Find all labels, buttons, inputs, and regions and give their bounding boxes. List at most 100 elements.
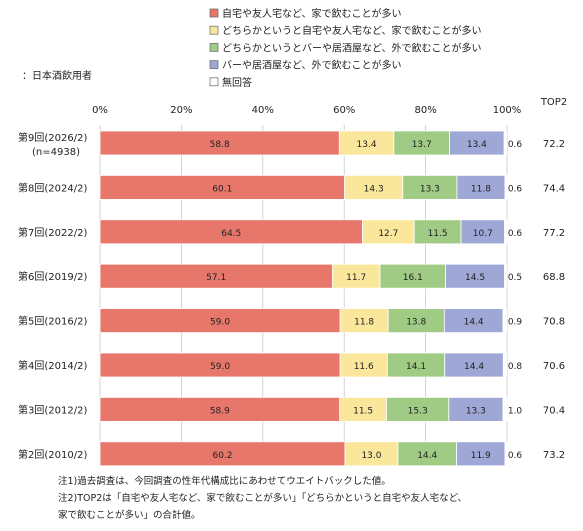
x-tick-label: 80% — [414, 105, 436, 116]
top2-value: 68.8 — [543, 272, 565, 283]
bar-segment — [448, 396, 504, 422]
category-label: 第4回(2014/2) — [18, 359, 87, 372]
category-sublabel: (n=4938) — [32, 147, 80, 158]
data-label: 11.9 — [471, 451, 491, 461]
bar-segment — [362, 219, 415, 245]
x-tick-label: 60% — [333, 105, 355, 116]
bar-segment — [502, 396, 508, 422]
data-label: 11.8 — [354, 318, 374, 328]
bar-segment — [445, 263, 505, 289]
category-label: 第9回(2026/2) — [18, 131, 87, 144]
x-tick-label: 40% — [252, 105, 274, 116]
data-label: 58.8 — [210, 140, 230, 150]
data-label: 11.5 — [353, 406, 373, 416]
category-label: 第6回(2019/2) — [18, 270, 87, 283]
data-label: 60.2 — [212, 451, 232, 461]
data-label: 64.5 — [221, 229, 241, 239]
bar-segment — [449, 130, 505, 156]
top2-value: 72.2 — [543, 139, 565, 150]
bar-segment — [344, 174, 404, 200]
bar-segment — [99, 174, 346, 200]
legend-label: どちらかというとバーや居酒屋など、外で飲むことが多い — [222, 41, 482, 54]
bar-segment — [331, 263, 381, 289]
data-label: 10.7 — [473, 229, 493, 239]
data-label: 15.3 — [408, 406, 428, 416]
legend-label: 無回答 — [222, 76, 252, 89]
category-label: 第7回(2022/2) — [18, 226, 87, 239]
bar-segment — [339, 352, 388, 378]
data-label: 0.6 — [508, 451, 523, 461]
top2-value: 70.8 — [543, 317, 565, 328]
bar-segment — [386, 396, 450, 422]
bar-segment — [397, 441, 457, 467]
category-label: 第3回(2012/2) — [18, 403, 87, 416]
legend-swatch — [209, 60, 219, 69]
legend-label: 自宅や友人宅など、家で飲むことが多い — [222, 7, 402, 20]
category-label: 第5回(2016/2) — [18, 315, 87, 328]
data-label: 58.9 — [210, 406, 230, 416]
data-label: 59.0 — [210, 318, 230, 328]
bar-segment — [456, 174, 506, 200]
bar-segment — [99, 352, 341, 378]
x-tick-label: 100% — [493, 105, 522, 116]
note-2: 注2)TOP2は「自宅や友人宅など、家で飲むことが多い」「どちらかというと自宅や… — [58, 493, 468, 504]
data-label: 0.5 — [508, 273, 522, 283]
bar-segment — [504, 219, 508, 245]
bar-segment — [456, 441, 506, 467]
legend-swatch — [209, 25, 219, 35]
data-label: 14.1 — [406, 362, 426, 372]
x-tick-label: 0% — [92, 105, 108, 116]
data-label: 0.8 — [508, 362, 523, 372]
legend-swatch — [209, 77, 219, 87]
data-label: 13.0 — [361, 451, 381, 461]
bar-segment — [504, 441, 508, 467]
top2-value: 73.2 — [543, 450, 565, 461]
note-3: 家で飲むことが多い」の合計値。 — [58, 510, 201, 521]
data-label: 59.0 — [210, 362, 230, 372]
bar-segment — [504, 174, 508, 200]
data-label: 0.9 — [508, 318, 523, 328]
data-label: 13.7 — [412, 140, 432, 150]
data-label: 14.4 — [464, 318, 484, 328]
bar-segment — [99, 130, 340, 156]
data-label: 14.5 — [465, 273, 485, 283]
bar-segment — [502, 308, 507, 334]
stacked-bar-chart: ：日本酒飲用者 自宅や友人宅など、家で飲むことが多いどちらかというと自宅や友人宅な… — [18, 7, 567, 467]
data-label: 11.8 — [471, 184, 491, 194]
bar-segment — [386, 352, 446, 378]
data-label: 14.3 — [364, 184, 384, 194]
data-label: 13.3 — [466, 406, 486, 416]
bar-segment — [99, 308, 341, 334]
data-label: 13.4 — [467, 140, 487, 150]
data-label: 11.6 — [354, 362, 374, 372]
data-label: 0.6 — [508, 140, 523, 150]
top2-header: TOP2 — [540, 97, 567, 108]
data-label: 60.1 — [212, 184, 232, 194]
bar-segment — [99, 396, 341, 422]
bar-segment — [460, 219, 505, 245]
x-tick-label: 20% — [170, 105, 192, 116]
bar-segment — [387, 308, 445, 334]
data-label: 12.7 — [378, 229, 398, 239]
data-label: 14.4 — [417, 451, 437, 461]
bar-segment — [402, 174, 458, 200]
data-label: 1.0 — [508, 406, 523, 416]
bar-segment — [503, 130, 507, 156]
bar-segment — [504, 263, 507, 289]
subset-label: ：日本酒飲用者 — [22, 69, 92, 82]
data-label: 13.3 — [420, 184, 440, 194]
top2-value: 70.4 — [543, 405, 565, 416]
data-label: 0.6 — [508, 229, 523, 239]
note-1: 注1)過去調査は、今回調査の性年代構成比にあわせてウエイトバックした値。 — [58, 476, 391, 487]
top2-value: 77.2 — [543, 228, 565, 239]
category-label: 第2回(2010/2) — [18, 448, 87, 461]
legend-swatch — [209, 43, 219, 52]
top2-value: 70.6 — [543, 361, 565, 372]
legend-label: どちらかというと自宅や友人宅など、家で飲むことが多い — [222, 24, 482, 37]
data-label: 0.6 — [508, 184, 523, 194]
category-label: 第8回(2024/2) — [18, 181, 87, 194]
data-label: 13.8 — [406, 318, 426, 328]
data-label: 11.7 — [346, 273, 366, 283]
bar-segment — [344, 441, 399, 467]
data-label: 16.1 — [403, 273, 423, 283]
